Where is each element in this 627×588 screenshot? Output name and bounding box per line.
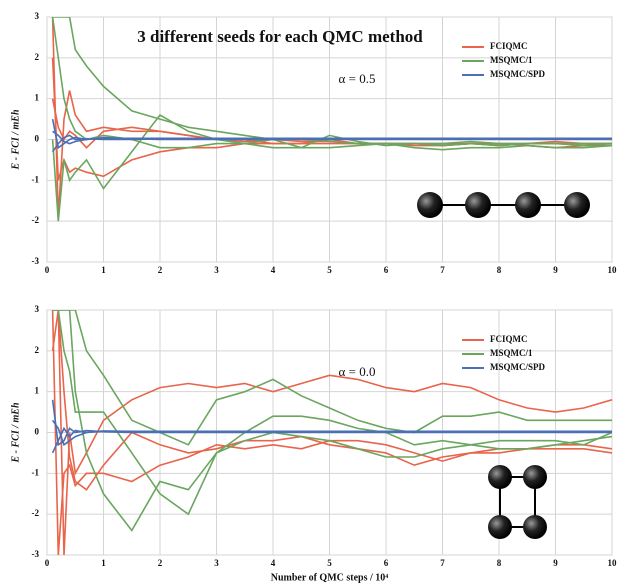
- x-tick-label: 2: [158, 265, 163, 275]
- x-tick-label: 6: [384, 558, 389, 568]
- y-axis-label: E - FCI / mEh: [10, 109, 21, 170]
- x-tick-label: 4: [271, 265, 276, 275]
- y-tick-label: 1: [35, 93, 40, 103]
- x-tick-label: 9: [553, 265, 558, 275]
- y-tick-label: 2: [35, 345, 40, 355]
- x-tick-label: 2: [158, 558, 163, 568]
- y-tick-label: -3: [32, 256, 40, 266]
- y-tick-label: -2: [32, 215, 40, 225]
- y-tick-label: -3: [32, 549, 40, 559]
- series-line: [52, 310, 612, 446]
- x-tick-label: 8: [497, 265, 502, 275]
- y-tick-label: 3: [35, 304, 40, 314]
- legend-label: FCIQMC: [490, 334, 528, 344]
- y-tick-label: -1: [32, 174, 40, 184]
- x-tick-label: 7: [440, 265, 445, 275]
- series-line: [51, 113, 612, 222]
- series-line: [52, 130, 612, 145]
- series-line: [51, 310, 612, 491]
- y-tick-label: -2: [32, 508, 40, 518]
- x-tick-label: 1: [101, 265, 106, 275]
- y-tick-label: 3: [35, 11, 40, 21]
- legend-label: MSQMC/SPD: [490, 362, 545, 372]
- y-tick-label: 0: [35, 134, 40, 144]
- y-tick-label: 1: [35, 386, 40, 396]
- molecule-linear: [417, 192, 590, 218]
- x-tick-label: 10: [608, 558, 618, 568]
- molecule-square: [488, 465, 547, 539]
- x-tick-label: 0: [45, 558, 50, 568]
- x-tick-label: 0: [45, 265, 50, 275]
- x-tick-label: 5: [327, 558, 332, 568]
- x-tick-label: 8: [497, 558, 502, 568]
- y-tick-label: -1: [32, 467, 40, 477]
- x-tick-label: 7: [440, 558, 445, 568]
- x-tick-label: 4: [271, 558, 276, 568]
- x-tick-label: 5: [327, 265, 332, 275]
- x-tick-label: 3: [214, 265, 219, 275]
- legend-label: FCIQMC: [490, 41, 528, 51]
- x-axis-label: Number of QMC steps / 10⁴: [271, 572, 389, 583]
- series-line: [52, 310, 612, 532]
- x-tick-label: 3: [214, 558, 219, 568]
- plot-lines: [51, 310, 612, 555]
- y-axis-label: E - FCI / mEh: [10, 402, 21, 463]
- y-tick-label: 2: [35, 52, 40, 62]
- legend-label: MSQMC/SPD: [490, 69, 545, 79]
- annotation: α = 0.5: [339, 71, 376, 86]
- x-tick-label: 6: [384, 265, 389, 275]
- annotation: α = 0.0: [339, 364, 376, 379]
- x-tick-label: 9: [553, 558, 558, 568]
- x-tick-label: 1: [101, 558, 106, 568]
- series-line: [52, 310, 612, 555]
- series-line: [51, 419, 612, 447]
- legend-label: MSQMC/1: [490, 348, 533, 358]
- y-tick-label: 0: [35, 427, 40, 437]
- chart-title: 3 different seeds for each QMC method: [137, 27, 423, 46]
- legend-label: MSQMC/1: [490, 55, 533, 65]
- x-tick-label: 10: [608, 265, 618, 275]
- plot-lines: [51, 17, 612, 222]
